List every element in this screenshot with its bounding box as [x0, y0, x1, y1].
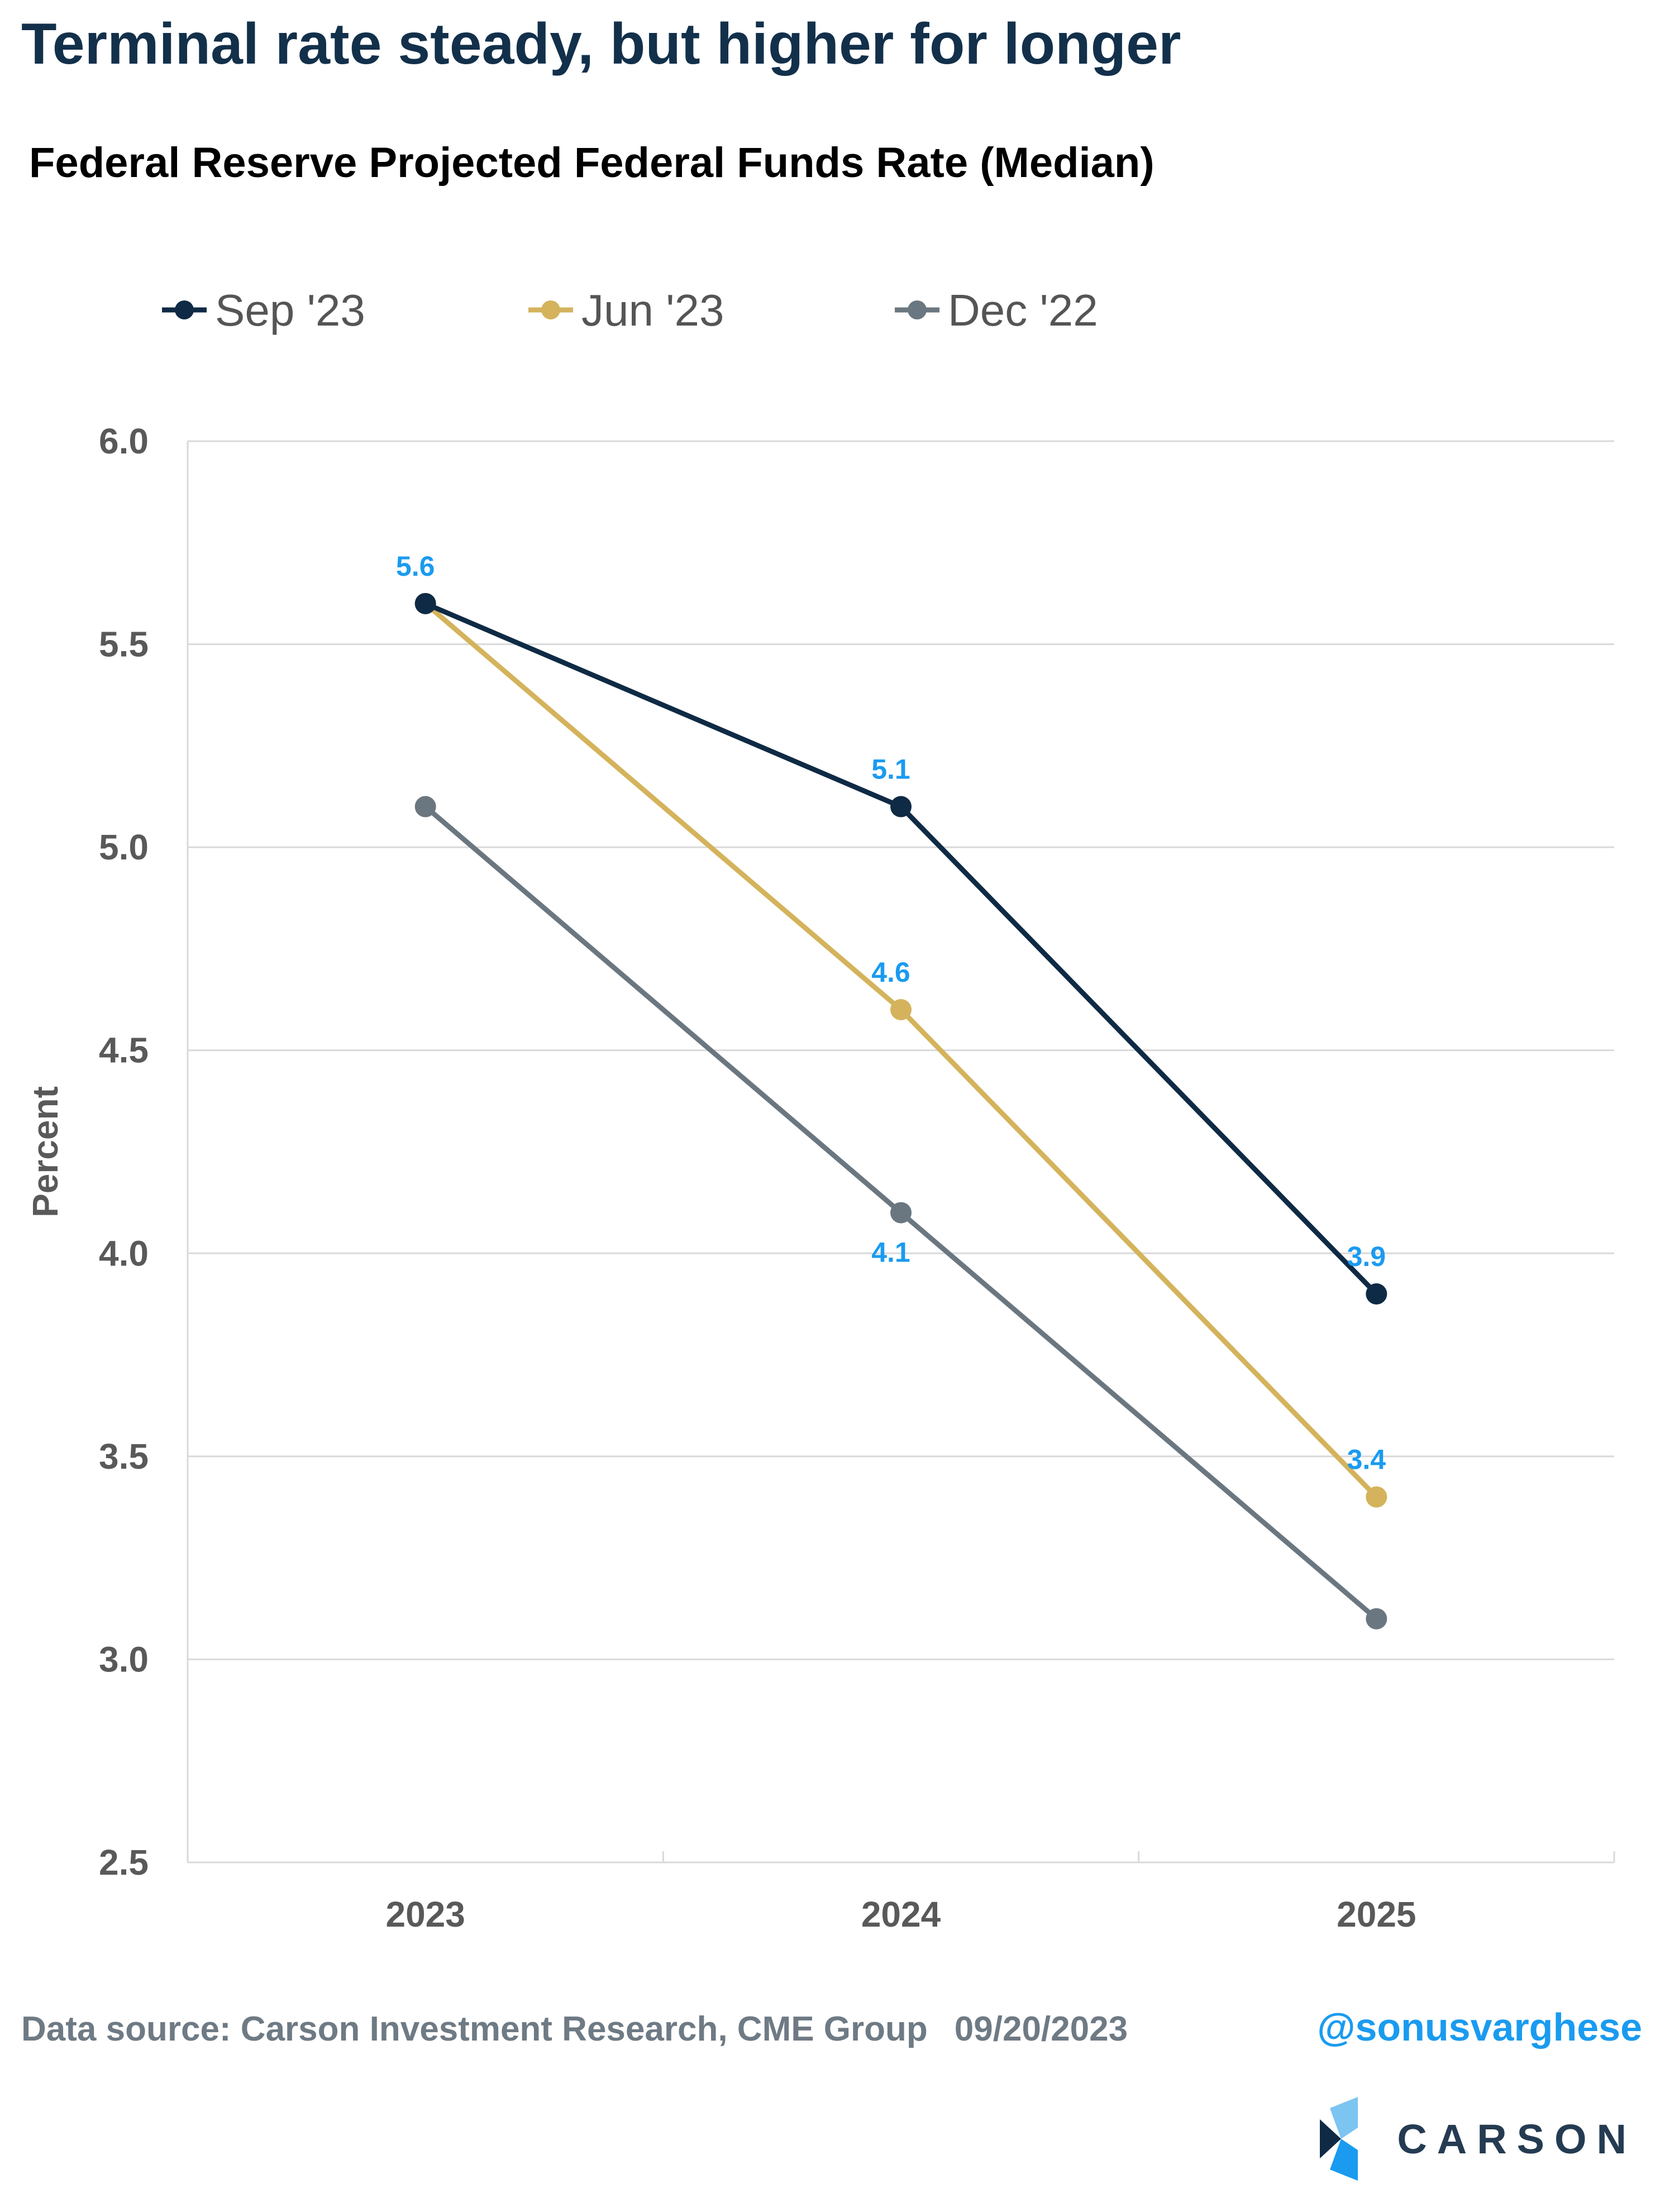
data-label: 3.9: [1347, 1241, 1386, 1272]
legend-label: Sep '23: [215, 285, 365, 335]
x-tick-label: 2023: [385, 1894, 465, 1934]
y-tick-label: 4.5: [99, 1030, 149, 1071]
data-label: 4.1: [871, 1237, 910, 1268]
y-tick-label: 3.0: [99, 1639, 149, 1679]
data-point: [890, 1202, 912, 1224]
y-tick-label: 5.0: [99, 827, 149, 867]
data-label: 4.6: [871, 957, 910, 988]
brand-name: CARSON: [1397, 2115, 1637, 2162]
source-text: Data source: Carson Investment Research,…: [21, 2010, 928, 2048]
legend-marker: [908, 300, 927, 319]
y-tick-label: 3.5: [99, 1436, 149, 1477]
data-point: [1366, 1608, 1387, 1630]
series-line: [424, 601, 1378, 1296]
chart-title: Federal Reserve Projected Federal Funds …: [29, 139, 1155, 187]
y-tick-label: 2.5: [99, 1842, 149, 1883]
legend-marker: [541, 300, 560, 319]
data-point: [1366, 1486, 1387, 1508]
carson-logo-icon: [1320, 2097, 1358, 2181]
legend-marker: [175, 300, 194, 319]
data-label: 5.1: [871, 753, 910, 785]
source-date: 09/20/2023: [954, 2010, 1128, 2048]
x-tick-label: 2024: [861, 1894, 941, 1934]
legend-label: Jun '23: [581, 285, 724, 335]
data-point: [1366, 1283, 1387, 1305]
headline: Terminal rate steady, but higher for lon…: [21, 12, 1181, 77]
data-label: 3.4: [1347, 1444, 1386, 1475]
data-source-note: Data source: Carson Investment Research,…: [21, 2009, 1128, 2049]
data-point: [414, 593, 436, 614]
data-point: [414, 796, 436, 818]
carson-logo: CARSON: [1314, 2094, 1637, 2184]
y-tick-label: 5.5: [99, 624, 149, 665]
author-handle[interactable]: @sonusvarghese: [1317, 2005, 1642, 2049]
x-tick-label: 2025: [1337, 1894, 1416, 1934]
data-point: [890, 796, 912, 818]
legend-label: Dec '22: [948, 285, 1098, 335]
data-point: [890, 999, 912, 1020]
y-axis-title: Percent: [25, 1086, 65, 1217]
y-tick-label: 6.0: [99, 421, 149, 461]
line-chart: 2.5 3.0 3.5 4.0 4.5 5.0 5.5 6.0 2023 2024 2025 Perc…: [25, 285, 1615, 1934]
y-tick-label: 4.0: [99, 1233, 149, 1273]
data-label: 5.6: [396, 551, 435, 582]
